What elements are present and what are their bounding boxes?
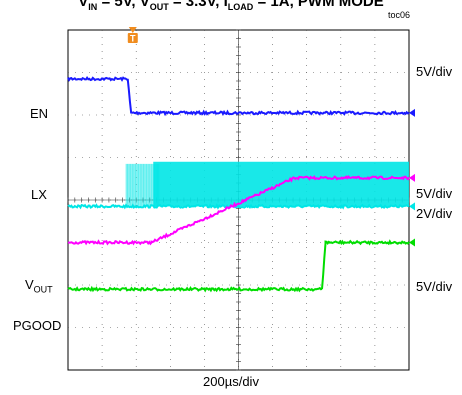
- channel-label-en: EN: [30, 106, 49, 121]
- trace-en: [67, 75, 410, 117]
- trace-pgood: [67, 239, 410, 293]
- trigger-marker-box: [127, 33, 138, 43]
- channel-label-vout: VOUT: [25, 277, 53, 295]
- scale-label-pgood: 5V/div: [416, 279, 453, 294]
- chart-title: VIN = 5V, VOUT = 3.3V, ILOAD = 1A, PWM M…: [78, 0, 384, 12]
- scale-label-lx: 5V/div: [416, 186, 453, 201]
- x-axis-label: 200µs/div: [203, 374, 259, 389]
- figure-id: toc06: [387, 10, 410, 20]
- scale-label-vout: 2V/div: [416, 206, 453, 221]
- channel-label-pgood: PGOOD: [13, 318, 62, 333]
- trigger-marker-letter: T: [130, 34, 136, 44]
- channel-marker: [409, 108, 415, 117]
- scale-label-en: 5V/div: [416, 64, 453, 79]
- channel-marker: [409, 173, 415, 182]
- trigger-arrow: [128, 27, 137, 33]
- channel-label-lx: LX: [31, 187, 47, 202]
- trace-vout: [67, 175, 410, 246]
- channel-marker: [409, 202, 415, 211]
- channel-marker: [409, 238, 415, 247]
